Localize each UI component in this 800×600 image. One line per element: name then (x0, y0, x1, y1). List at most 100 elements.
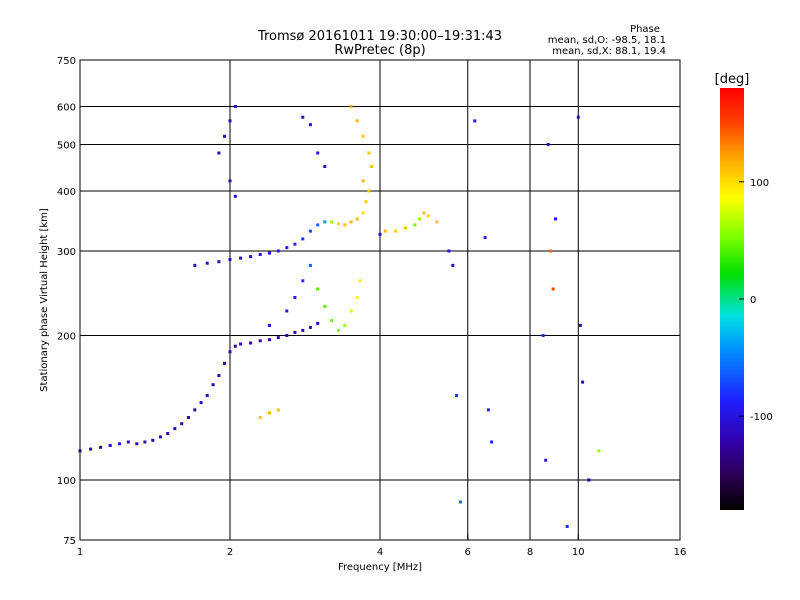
data-point (89, 447, 93, 451)
y-axis-label: Stationary phase Virtual Height [km] (39, 208, 50, 392)
data-point (228, 350, 232, 354)
data-point (308, 229, 312, 233)
data-point (343, 323, 347, 327)
data-point (180, 422, 184, 426)
data-point (549, 249, 553, 253)
chart-subtitle: RwPretec (8p) (334, 43, 425, 58)
data-point (205, 394, 209, 397)
data-point (413, 223, 417, 227)
data-point (361, 211, 365, 215)
data-point (349, 105, 353, 108)
data-point (364, 200, 368, 204)
y-tick-label: 200 (57, 332, 76, 343)
grid-group (80, 60, 680, 540)
y-tick-label: 300 (57, 247, 76, 258)
data-point (285, 309, 289, 313)
data-point (404, 226, 407, 230)
data-point (268, 411, 271, 415)
data-point (158, 435, 162, 439)
data-point (258, 339, 262, 343)
data-point (308, 123, 312, 127)
data-point (135, 442, 139, 446)
data-point (293, 330, 297, 334)
data-point (268, 323, 271, 327)
x-tick-label: 10 (572, 547, 585, 558)
data-point (239, 256, 243, 260)
data-point (418, 217, 421, 221)
colorbar-tick-label: -100 (750, 412, 773, 423)
x-tick-label: 6 (465, 547, 471, 558)
data-point (355, 119, 359, 123)
stats-line-o: mean, sd,O: -98.5, 18.1 (548, 35, 666, 46)
data-point (367, 151, 371, 155)
data-point (228, 258, 232, 261)
colorbar-tick-label: 0 (750, 295, 756, 306)
data-point (394, 229, 398, 233)
data-point (301, 237, 305, 241)
data-point (233, 105, 237, 108)
data-point (193, 408, 197, 412)
data-point (199, 401, 203, 405)
data-point (211, 383, 215, 387)
data-point (258, 416, 262, 419)
y-tick-label: 500 (57, 141, 76, 152)
data-point (554, 217, 557, 221)
data-point (249, 341, 253, 345)
data-point (378, 232, 382, 236)
data-point (228, 179, 232, 183)
data-point (358, 279, 362, 283)
data-point (355, 296, 359, 299)
data-point (578, 323, 582, 327)
data-point (435, 220, 439, 224)
data-point (343, 223, 347, 227)
y-tick-label: 100 (57, 476, 76, 487)
y-tick-label: 750 (57, 56, 76, 67)
data-point (223, 361, 226, 365)
data-point (323, 220, 327, 224)
data-points-group (78, 105, 601, 528)
data-point (541, 334, 545, 337)
data-point (285, 246, 289, 250)
data-point (422, 211, 426, 215)
data-point (205, 261, 209, 265)
data-point (361, 134, 365, 138)
data-point (455, 394, 459, 397)
data-point (383, 229, 387, 233)
data-point (268, 251, 271, 255)
x-axis-label: Frequency [MHz] (338, 562, 422, 573)
data-point (581, 380, 585, 384)
data-point (330, 220, 334, 224)
y-tick-label: 75 (63, 536, 76, 547)
x-tick-label: 1 (77, 547, 83, 558)
data-point (233, 194, 237, 198)
data-point (217, 151, 221, 155)
data-point (285, 334, 289, 337)
stats-line-x: mean, sd,X: 88.1, 19.4 (552, 46, 666, 57)
data-point (323, 165, 327, 168)
stats-heading: Phase (630, 24, 660, 35)
data-point (268, 338, 271, 342)
data-point (276, 249, 280, 253)
data-point (276, 408, 280, 412)
data-point (108, 444, 112, 447)
chart-title: Tromsø 20161011 19:30:00–19:31:43 (257, 29, 502, 44)
data-point (367, 189, 371, 193)
axis-ticks-group: 1 2 4 6 8 10 16 75 100 200 300 400 500 600 750 (57, 56, 686, 558)
data-point (546, 143, 550, 146)
data-point (118, 442, 121, 446)
data-point (316, 151, 320, 155)
data-point (336, 328, 340, 332)
x-tick-label: 16 (674, 547, 687, 558)
data-point (544, 458, 548, 462)
data-point (316, 287, 320, 291)
data-point (355, 217, 359, 221)
data-point (486, 408, 490, 412)
data-point (316, 223, 320, 227)
data-point (370, 165, 374, 168)
colorbar-ticks-group: 100 0 -100 (739, 178, 773, 423)
data-point (228, 119, 232, 123)
data-point (336, 222, 340, 226)
data-point (458, 500, 462, 504)
x-tick-label: 4 (377, 547, 383, 558)
